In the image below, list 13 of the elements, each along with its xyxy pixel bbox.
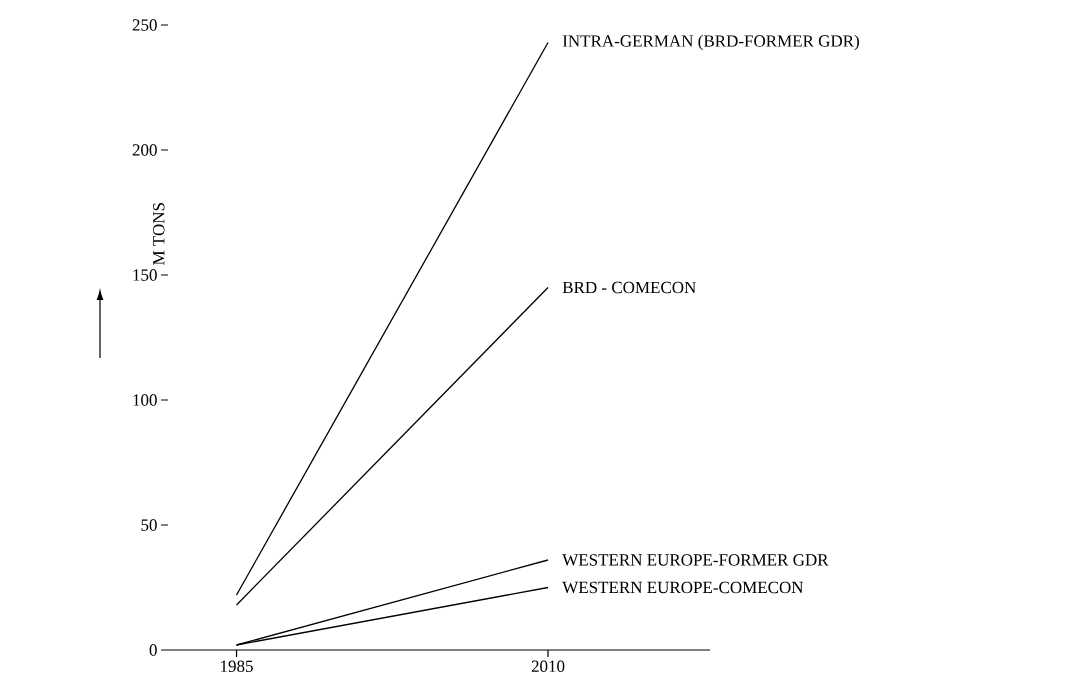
x-tick-label: 1985 xyxy=(221,660,253,672)
y-tick-label: 250 xyxy=(132,19,157,31)
series-label: WESTERN EUROPE-FORMER GDR xyxy=(562,554,829,566)
y-tick-label: 200 xyxy=(132,144,157,156)
y-tick-label: 50 xyxy=(141,519,157,531)
y-tick-label: 150 xyxy=(133,269,157,281)
y-tick-label: 0 xyxy=(149,644,157,656)
series-label: INTRA-GERMAN (BRD-FORMER GDR) xyxy=(562,34,859,51)
x-tick-label: 2010 xyxy=(531,660,565,672)
y-axis-title: M TONS xyxy=(153,203,165,265)
series-label: BRD - COMECON xyxy=(562,281,696,294)
y-tick-label: 100 xyxy=(133,394,157,406)
series-label: WESTERN EUROPE-COMECON xyxy=(562,581,804,594)
